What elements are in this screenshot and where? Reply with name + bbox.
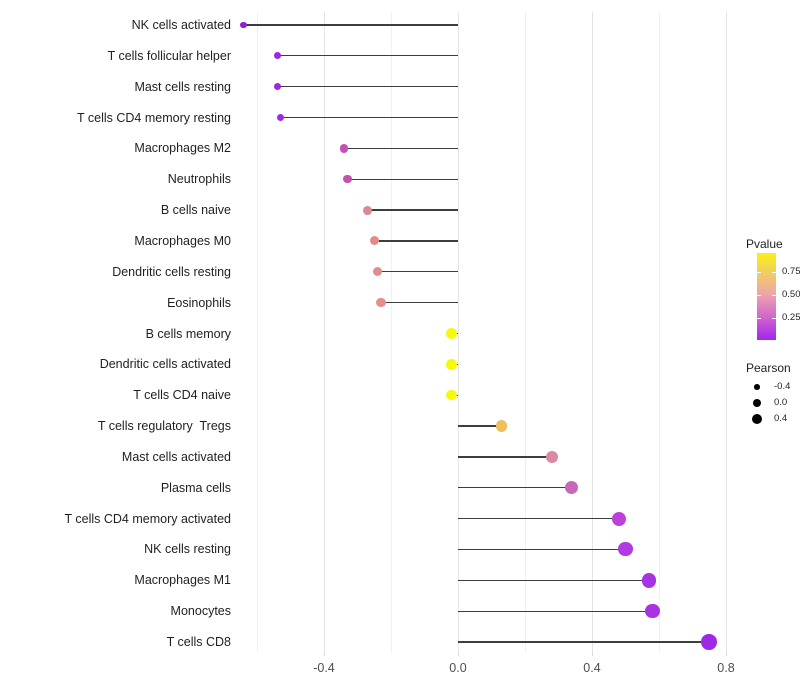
pearson-legend-title: Pearson — [746, 361, 791, 375]
row-label: Neutrophils — [167, 172, 231, 187]
colorbar-tick — [772, 318, 776, 320]
row-label: NK cells activated — [131, 18, 231, 32]
lollipop-stem — [458, 610, 653, 612]
colorbar-tick — [772, 272, 776, 274]
row-label: Dendritic cells resting — [112, 264, 231, 279]
lollipop-stem — [458, 548, 626, 551]
pvalue-colorbar — [757, 253, 776, 340]
row-label: T cells CD8 — [166, 635, 231, 649]
colorbar-tick — [757, 295, 761, 297]
lollipop-dot — [446, 389, 457, 401]
lollipop-stem — [344, 147, 458, 150]
lollipop-stem — [367, 209, 458, 211]
row-label: Macrophages M0 — [134, 233, 231, 248]
lollipop-dot — [565, 481, 579, 495]
pearson-legend-label: 0.4 — [774, 413, 788, 424]
pearson-legend-dot — [754, 384, 760, 390]
row-label: T cells follicular helper — [107, 48, 231, 63]
lollipop-stem — [380, 302, 458, 304]
row-label: Plasma cells — [160, 480, 231, 495]
lollipop-dot — [611, 511, 626, 526]
lollipop-dot — [273, 52, 281, 60]
lollipop-stem — [458, 425, 502, 427]
lollipop-dot — [363, 205, 372, 215]
gridline-minor — [257, 12, 258, 653]
x-axis-tick-label: 0.8 — [717, 661, 735, 675]
row-label: Dendritic cells activated — [99, 357, 231, 372]
lollipop-stem — [277, 55, 458, 57]
lollipop-stem — [277, 86, 458, 88]
lollipop-stem — [243, 24, 458, 26]
lollipop-dot — [240, 21, 247, 29]
row-label: B cells naive — [160, 203, 231, 218]
lollipop-stem — [458, 579, 649, 581]
x-axis-tick — [726, 653, 727, 656]
lollipop-dot — [641, 573, 657, 588]
gridline-minor — [659, 12, 660, 653]
lollipop-dot — [369, 236, 379, 246]
lollipop-dot — [343, 175, 352, 184]
row-label: T cells CD4 memory activated — [64, 511, 232, 526]
x-axis-tick — [592, 653, 593, 656]
pearson-legend-dot — [751, 413, 763, 425]
gridline-minor — [391, 12, 392, 653]
row-label: T cells CD4 naive — [133, 388, 231, 403]
x-axis-tick — [458, 653, 459, 656]
x-axis-tick-label: 0.0 — [449, 661, 467, 675]
pearson-legend-dot — [752, 398, 762, 408]
lollipop-stem — [377, 271, 458, 273]
gridline-major — [726, 12, 727, 653]
lollipop-dot — [701, 634, 718, 650]
lollipop-dot — [645, 603, 660, 619]
lollipop-dot — [446, 328, 457, 339]
lollipop-dot — [373, 267, 383, 277]
pearson-legend-label: -0.4 — [774, 381, 791, 392]
gridline-major — [324, 12, 325, 653]
row-label: Mast cells resting — [134, 79, 231, 94]
lollipop-stem — [374, 240, 458, 242]
x-axis-tick-label: 0.4 — [583, 661, 601, 675]
colorbar-tick-label: 0.50 — [782, 289, 800, 300]
lollipop-dot — [376, 298, 386, 308]
lollipop-stem — [458, 487, 572, 489]
colorbar-tick — [757, 272, 761, 274]
row-label: T cells regulatory Tregs — [97, 419, 231, 434]
row-label: Macrophages M2 — [134, 141, 231, 156]
lollipop-stem — [280, 116, 458, 119]
lollipop-stem — [458, 456, 552, 458]
x-axis-tick-label: -0.4 — [313, 661, 335, 675]
gridline-major — [458, 12, 459, 653]
lollipop-stem — [458, 517, 619, 520]
row-label: Monocytes — [170, 604, 231, 619]
colorbar-tick — [772, 295, 776, 297]
gridline-minor — [525, 12, 526, 653]
lollipop-dot — [495, 420, 508, 432]
row-label: Eosinophils — [167, 295, 231, 310]
lollipop-dot — [276, 113, 285, 122]
colorbar-tick-label: 0.25 — [782, 312, 800, 323]
gridline-major — [592, 12, 593, 653]
colorbar-tick — [757, 318, 761, 320]
colorbar-tick-label: 0.75 — [782, 266, 800, 277]
lollipop-dot — [273, 83, 281, 91]
lollipop-dot — [618, 542, 633, 557]
lollipop-dot — [339, 144, 349, 153]
pvalue-legend-title: Pvalue — [746, 237, 783, 251]
lollipop-stem — [347, 178, 458, 180]
lollipop-dot — [545, 450, 559, 464]
pearson-legend-label: 0.0 — [774, 397, 788, 408]
row-label: Macrophages M1 — [134, 573, 231, 588]
row-label: B cells memory — [145, 326, 231, 341]
x-axis-tick — [324, 653, 325, 656]
row-label: NK cells resting — [144, 542, 231, 557]
row-label: T cells CD4 memory resting — [77, 110, 231, 125]
lollipop-stem — [458, 641, 710, 643]
row-label: Mast cells activated — [121, 449, 231, 464]
lollipop-dot — [446, 359, 457, 370]
